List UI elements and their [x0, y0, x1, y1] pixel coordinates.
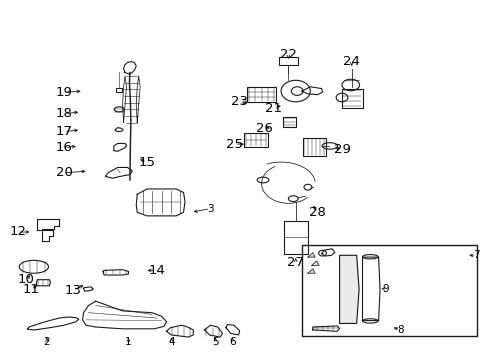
Bar — [246, 87, 276, 102]
Text: 10: 10 — [18, 273, 35, 286]
Text: 5: 5 — [211, 337, 218, 347]
Text: 14: 14 — [148, 264, 165, 277]
Bar — [244, 133, 267, 147]
Text: 18: 18 — [56, 107, 72, 120]
Text: 9: 9 — [382, 284, 388, 294]
Polygon shape — [307, 253, 315, 257]
Text: 2: 2 — [43, 337, 50, 347]
Text: 3: 3 — [206, 204, 213, 214]
Polygon shape — [339, 255, 358, 323]
Bar — [282, 117, 296, 127]
Text: 8: 8 — [396, 325, 403, 334]
Text: 17: 17 — [56, 125, 72, 138]
Text: 25: 25 — [226, 138, 243, 150]
Text: 6: 6 — [228, 337, 235, 347]
Bar — [301, 244, 476, 336]
Bar — [278, 57, 298, 65]
Text: 29: 29 — [333, 143, 350, 156]
Bar — [283, 221, 307, 253]
Text: 15: 15 — [138, 156, 155, 168]
Text: 27: 27 — [286, 256, 304, 269]
Bar — [341, 89, 362, 108]
Text: 28: 28 — [308, 206, 325, 219]
Text: 19: 19 — [56, 86, 72, 99]
Text: 24: 24 — [343, 55, 360, 68]
Bar — [303, 138, 326, 156]
Text: 20: 20 — [56, 166, 72, 179]
Text: 7: 7 — [472, 250, 478, 260]
Text: 16: 16 — [56, 141, 72, 154]
Text: 13: 13 — [64, 284, 81, 297]
Text: 21: 21 — [264, 102, 282, 115]
Text: 23: 23 — [231, 95, 247, 108]
Text: 26: 26 — [255, 122, 272, 135]
Bar — [116, 88, 122, 92]
Text: 11: 11 — [22, 283, 40, 296]
Text: 12: 12 — [9, 225, 26, 238]
Polygon shape — [311, 261, 319, 265]
Text: 22: 22 — [279, 48, 296, 61]
Text: 1: 1 — [125, 337, 131, 347]
Text: 4: 4 — [168, 337, 174, 347]
Polygon shape — [307, 269, 315, 273]
